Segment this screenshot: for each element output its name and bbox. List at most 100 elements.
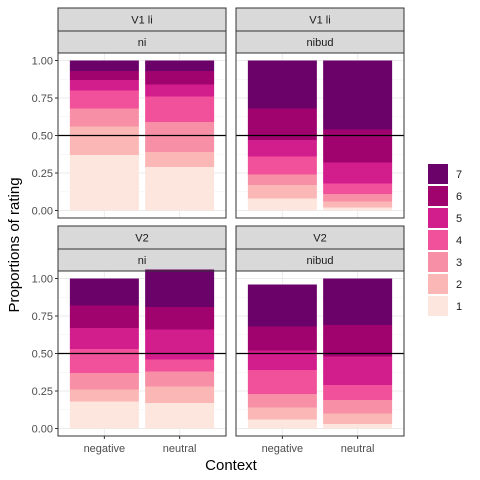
x-tick-label: neutral xyxy=(163,443,197,455)
bar-segment-negative-rating-3 xyxy=(69,108,139,127)
bar-segment-neutral-rating-2 xyxy=(145,386,215,403)
x-tick-label: neutral xyxy=(341,443,375,455)
legend-label-1: 1 xyxy=(456,301,462,313)
panel-border xyxy=(235,52,405,219)
bar-segment-neutral-rating-6 xyxy=(145,307,215,330)
bar-segment-negative-rating-1 xyxy=(69,155,139,211)
legend-swatch-7 xyxy=(428,164,448,184)
y-tick-label: 0.50 xyxy=(32,131,53,143)
bar-segment-negative-rating-6 xyxy=(69,71,139,80)
bar-segment-negative-rating-2 xyxy=(69,126,139,155)
bar-segment-neutral-rating-1 xyxy=(323,207,393,211)
y-axis-row-1: 0.00 0.25 0.50 0.75 1.00 xyxy=(32,56,58,218)
legend-label-4: 4 xyxy=(456,235,462,247)
bar-segment-neutral-rating-4 xyxy=(145,96,215,122)
y-tick-label: 0.50 xyxy=(32,349,53,361)
bar-segment-neutral-rating-7 xyxy=(323,60,393,130)
bar-segment-negative-rating-6 xyxy=(247,326,317,351)
bar-segment-negative-rating-1 xyxy=(247,419,317,429)
bar-segment-negative-rating-2 xyxy=(69,389,139,402)
bar-segment-negative-rating-7 xyxy=(69,60,139,71)
y-tick-label: 1.00 xyxy=(32,274,53,286)
bar-segment-negative-rating-4 xyxy=(69,90,139,109)
bar-segment-neutral-rating-2 xyxy=(323,201,393,208)
x-tick-label: negative xyxy=(262,443,304,455)
bar-segment-neutral-rating-3 xyxy=(145,371,215,387)
strip-top-label: V1 li xyxy=(309,15,330,27)
legend-swatch-6 xyxy=(428,186,448,206)
bar-segment-neutral-rating-4 xyxy=(145,359,215,372)
bar-segment-negative-rating-6 xyxy=(69,305,139,328)
panel-2: V1 li nibud xyxy=(235,7,405,219)
bar-segment-negative-rating-4 xyxy=(247,370,317,394)
bar-segment-neutral-rating-3 xyxy=(323,194,393,202)
bar-segment-negative-rating-3 xyxy=(69,373,139,390)
legend-swatch-5 xyxy=(428,208,448,228)
bar-segment-neutral-rating-2 xyxy=(145,152,215,167)
bar-segment-neutral-rating-6 xyxy=(323,325,393,357)
bar-segment-negative-rating-6 xyxy=(247,108,317,140)
legend-swatch-2 xyxy=(428,274,448,294)
bar-segment-neutral-rating-1 xyxy=(145,167,215,211)
strip-bottom-label: ni xyxy=(138,255,147,267)
bar-segment-neutral-rating-5 xyxy=(145,329,215,360)
legend-swatch-3 xyxy=(428,252,448,272)
bar-segment-negative-rating-7 xyxy=(247,284,317,327)
strip-top-label: V2 xyxy=(313,233,326,245)
strip-top-label: V2 xyxy=(135,233,148,245)
bar-segment-neutral-rating-4 xyxy=(323,385,393,400)
legend-swatch-1 xyxy=(428,296,448,316)
y-tick-label: 0.00 xyxy=(32,206,53,218)
bar-segment-neutral-rating-7 xyxy=(323,278,393,325)
legend-label-2: 2 xyxy=(456,279,462,291)
strip-bottom-label: nibud xyxy=(307,37,334,49)
x-tick-label: negative xyxy=(84,443,126,455)
y-axis-title: Proportions of rating xyxy=(6,177,23,312)
bar-segment-neutral-rating-5 xyxy=(323,162,393,184)
legend-label-7: 7 xyxy=(456,169,462,181)
bar-segment-neutral-rating-5 xyxy=(323,356,393,385)
bar-segment-negative-rating-1 xyxy=(69,401,139,429)
legend-label-5: 5 xyxy=(456,213,462,225)
bar-segment-neutral-rating-1 xyxy=(145,403,215,429)
bar-segment-neutral-rating-2 xyxy=(323,413,393,424)
bar-segment-neutral-rating-7 xyxy=(145,269,215,307)
bar-segment-negative-rating-3 xyxy=(247,394,317,408)
y-tick-label: 0.25 xyxy=(32,168,53,180)
bar-segment-negative-rating-2 xyxy=(247,185,317,199)
bar-segment-neutral-rating-3 xyxy=(323,400,393,414)
bar-segment-neutral-rating-4 xyxy=(323,183,393,194)
legend: 7 6 5 4 3 2 1 xyxy=(428,164,462,316)
bar-segment-negative-rating-5 xyxy=(69,328,139,349)
bar-segment-negative-rating-4 xyxy=(247,156,317,175)
bar-segment-neutral-rating-6 xyxy=(145,71,215,85)
bar-segment-negative-rating-7 xyxy=(69,278,139,306)
strip-top-label: V1 li xyxy=(131,15,152,27)
bar-segment-negative-rating-7 xyxy=(247,60,317,109)
y-tick-label: 0.25 xyxy=(32,386,53,398)
legend-swatch-4 xyxy=(428,230,448,250)
y-tick-label: 1.00 xyxy=(32,56,53,68)
bar-segment-neutral-rating-6 xyxy=(323,129,393,163)
bar-segment-negative-rating-5 xyxy=(247,140,317,157)
bar-segment-neutral-rating-1 xyxy=(323,424,393,429)
y-axis-row-2: 0.00 0.25 0.50 0.75 1.00 xyxy=(32,274,58,436)
panel-3: V2 ni xyxy=(57,225,227,437)
bar-segment-neutral-rating-5 xyxy=(145,84,215,97)
y-tick-label: 0.75 xyxy=(32,93,53,105)
x-axis: negative neutral negative neutral xyxy=(84,436,375,455)
x-axis-title: Context xyxy=(205,457,258,474)
bar-segment-negative-rating-3 xyxy=(247,174,317,185)
strip-bottom-label: ni xyxy=(138,37,147,49)
y-axis: 0.00 0.25 0.50 0.75 1.00 0.00 0.25 0.50 0.75 1.00 xyxy=(32,56,58,436)
panel-1: V1 li ni xyxy=(57,7,227,219)
strip-bottom-label: nibud xyxy=(307,255,334,267)
bar-segment-negative-rating-5 xyxy=(69,80,139,91)
legend-label-3: 3 xyxy=(456,257,462,269)
y-tick-label: 0.00 xyxy=(32,424,53,436)
panel-border xyxy=(235,270,405,437)
bar-segment-negative-rating-1 xyxy=(247,198,317,211)
bar-segment-negative-rating-5 xyxy=(247,350,317,370)
legend-label-6: 6 xyxy=(456,191,462,203)
